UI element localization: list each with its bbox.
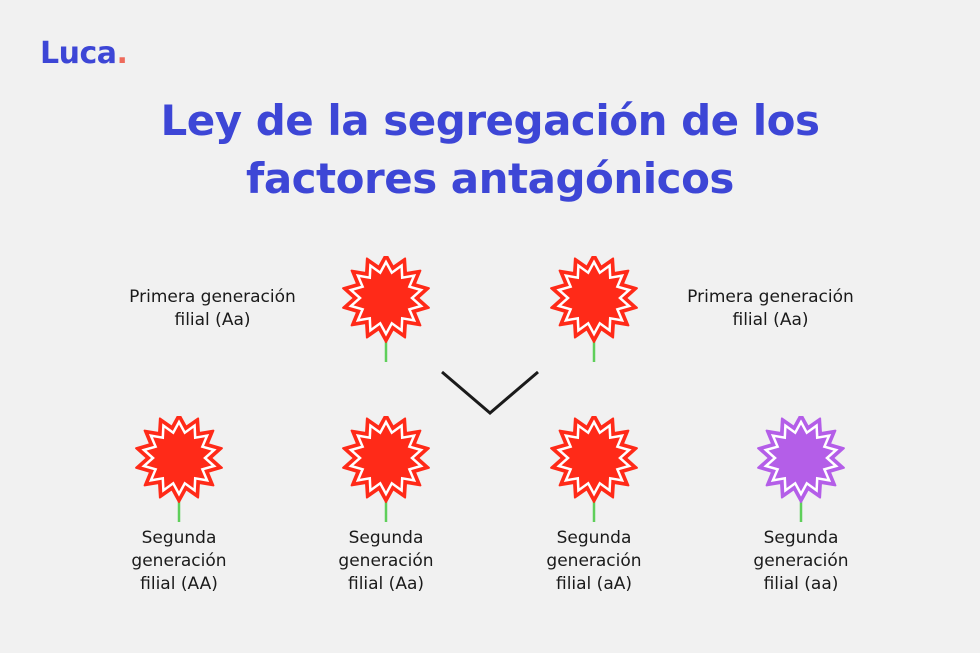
- luca-logo: Luca.: [40, 36, 128, 71]
- flower-icon: [757, 416, 845, 522]
- label-line: filial (Aa): [174, 310, 251, 330]
- label-line: Segunda: [763, 528, 839, 548]
- logo-dot: .: [116, 36, 128, 71]
- label-line: generación: [546, 551, 642, 571]
- flower-petal-outline: [141, 419, 217, 497]
- second-generation-label-aa-hetero-2: Segunda generación filial (aA): [519, 527, 669, 596]
- first-generation-label-right: Primera generación filial (Aa): [658, 286, 883, 332]
- page-title: Ley de la segregación de los factores an…: [0, 92, 980, 208]
- flower-petals: [550, 416, 638, 503]
- label-line: filial (AA): [140, 574, 218, 594]
- label-line: Segunda: [556, 528, 632, 548]
- second-generation-label-aa-hetero: Segunda generación filial (Aa): [311, 527, 461, 596]
- flower-icon: [550, 256, 638, 362]
- label-line: filial (Aa): [347, 574, 424, 594]
- label-line: Segunda: [348, 528, 424, 548]
- flower-icon: [550, 416, 638, 522]
- second-generation-label-aa-recessive: Segunda generación filial (aa): [726, 527, 876, 596]
- flower-icon: [135, 416, 223, 522]
- label-line: Primera generación: [129, 287, 296, 307]
- label-line: filial (Aa): [732, 310, 809, 330]
- flower-petals: [342, 256, 430, 343]
- title-line-1: Ley de la segregación de los: [160, 96, 820, 145]
- flower-petals: [550, 256, 638, 343]
- flower-petals: [135, 416, 223, 503]
- flower-petal-outline: [556, 259, 632, 337]
- label-line: generación: [131, 551, 227, 571]
- flower-petal-outline: [556, 419, 632, 497]
- flower-icon: [342, 256, 430, 362]
- first-generation-label-left: Primera generación filial (Aa): [100, 286, 325, 332]
- flower-petals: [342, 416, 430, 503]
- flower-icon: [342, 416, 430, 522]
- flower-petal-outline: [348, 259, 424, 337]
- flower-petal-outline: [348, 419, 424, 497]
- label-line: Segunda: [141, 528, 217, 548]
- label-line: generación: [338, 551, 434, 571]
- label-line: Primera generación: [687, 287, 854, 307]
- title-line-2: factores antagónicos: [246, 154, 734, 203]
- label-line: generación: [753, 551, 849, 571]
- flower-petals: [757, 416, 845, 503]
- label-line: filial (aA): [555, 574, 632, 594]
- second-generation-label-aa-dominant: Segunda generación filial (AA): [104, 527, 254, 596]
- chevron-down-icon: [441, 370, 539, 415]
- label-line: filial (aa): [763, 574, 839, 594]
- flower-petal-outline: [763, 419, 839, 497]
- logo-text: Luca: [40, 36, 117, 71]
